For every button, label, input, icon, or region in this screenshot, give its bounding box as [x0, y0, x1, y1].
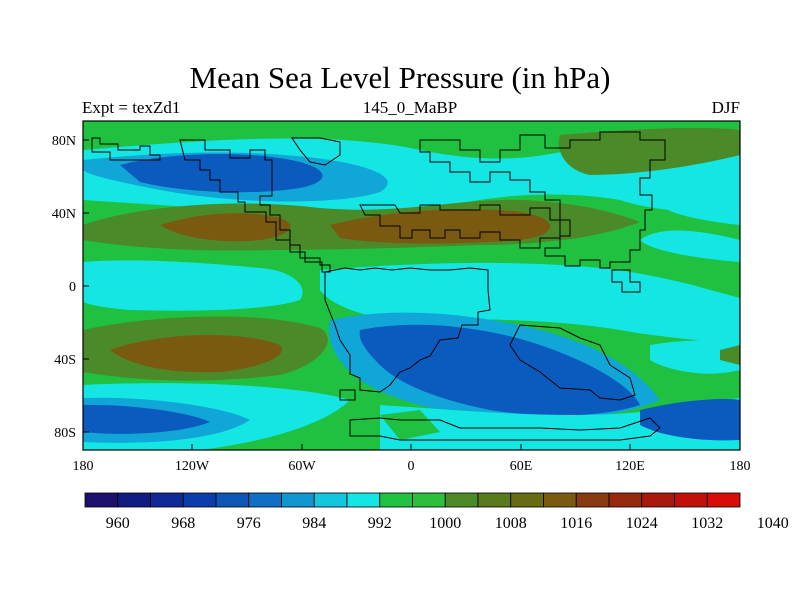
- colorbar-swatch: [575, 492, 610, 508]
- lat-label-40s: 40S: [54, 353, 76, 368]
- map-title: Mean Sea Level Pressure (in hPa): [189, 60, 611, 95]
- colorbar-swatch: [182, 492, 217, 508]
- colorbar-swatch: [706, 492, 741, 508]
- coastline-north-america: [179, 139, 331, 273]
- colorbar-swatch: [117, 492, 151, 508]
- colorbar-swatch: [346, 492, 381, 508]
- lat-label-80n: 80N: [52, 134, 76, 149]
- coastline-alaska: [91, 137, 161, 161]
- coastline-south-america-africa: [324, 267, 491, 393]
- coastlines: [91, 131, 666, 441]
- colorbar-swatch: [281, 492, 315, 508]
- colorbar-tick-label: 968: [171, 515, 195, 532]
- colorbar-tick-label: 1016: [560, 515, 592, 532]
- colorbar-tick-label: 976: [237, 515, 261, 532]
- colorbar: [84, 492, 741, 508]
- coastline-india-australia: [509, 324, 636, 401]
- colorbar-tick-label: 1032: [691, 515, 723, 532]
- lat-label-40n: 40N: [52, 207, 76, 222]
- coastline-antarctica: [349, 417, 661, 441]
- lon-label-120e: 120E: [615, 459, 645, 474]
- pressure-field: [83, 121, 740, 450]
- contour-high-core-1: [160, 213, 291, 242]
- colorbar-swatch: [150, 492, 184, 508]
- colorbar-swatch: [477, 492, 512, 508]
- lat-label-80s: 80S: [54, 426, 76, 441]
- contour-south-high-core: [110, 334, 282, 373]
- contour-antarctic-low-east: [640, 399, 740, 441]
- colorbar-tick-label: 1008: [495, 515, 527, 532]
- contour-se-edge: [720, 345, 740, 365]
- contour-equator-east: [320, 262, 740, 345]
- colorbar-tick-label: 960: [106, 515, 130, 532]
- colorbar-swatch: [379, 492, 413, 508]
- colorbar-tick-label: 984: [302, 515, 326, 532]
- lon-label-120w: 120W: [175, 459, 210, 474]
- colorbar-tick-label: 1000: [429, 515, 461, 532]
- lon-label-0: 0: [408, 459, 415, 474]
- coastline-greenland: [291, 137, 341, 166]
- colorbar-tick-label: 1040: [757, 515, 789, 532]
- colorbar-swatch: [674, 492, 708, 508]
- colorbar-swatch: [412, 492, 446, 508]
- lat-label-0: 0: [69, 280, 76, 295]
- contour-se-pacific: [650, 340, 740, 374]
- colorbar-labels: 960 968 976 984 992 1000 1008 1016 1024 1032 1040: [106, 515, 789, 532]
- colorbar-swatch: [543, 492, 577, 508]
- colorbar-swatch: [248, 492, 282, 508]
- lon-label-180e: 180: [730, 459, 751, 474]
- contour-high-core-2: [330, 209, 550, 244]
- colorbar-tick-label: 992: [368, 515, 392, 532]
- colorbar-swatch: [510, 492, 544, 508]
- season-label: DJF: [711, 98, 740, 117]
- contour-antarctic-low-west: [83, 404, 210, 434]
- colorbar-swatch: [313, 492, 348, 508]
- lon-label-60e: 60E: [510, 459, 533, 474]
- coastline-indonesia: [611, 269, 641, 293]
- contour-west-pacific: [640, 230, 740, 262]
- time-label: 145_0_MaBP: [362, 98, 458, 117]
- coastline-island: [339, 389, 356, 401]
- colorbar-swatch: [84, 492, 119, 508]
- colorbar-tick-label: 1024: [626, 515, 658, 532]
- coastline-europe: [359, 204, 561, 249]
- experiment-label: Expt = texZd1: [82, 98, 181, 117]
- colorbar-swatch: [444, 492, 479, 508]
- contour-southern-low: [359, 324, 640, 416]
- contour-npac-east: [660, 170, 740, 225]
- colorbar-swatch: [641, 492, 675, 508]
- contour-equator-west: [83, 260, 303, 311]
- coastline-asia: [419, 131, 666, 269]
- colorbar-swatch: [608, 492, 643, 508]
- contour-siberia: [558, 127, 740, 175]
- tick-marks: [82, 139, 741, 450]
- contour-antarctic-green: [380, 410, 440, 440]
- lon-label-180w: 180: [73, 459, 94, 474]
- colorbar-swatch: [215, 492, 250, 508]
- lon-label-60w: 60W: [288, 459, 316, 474]
